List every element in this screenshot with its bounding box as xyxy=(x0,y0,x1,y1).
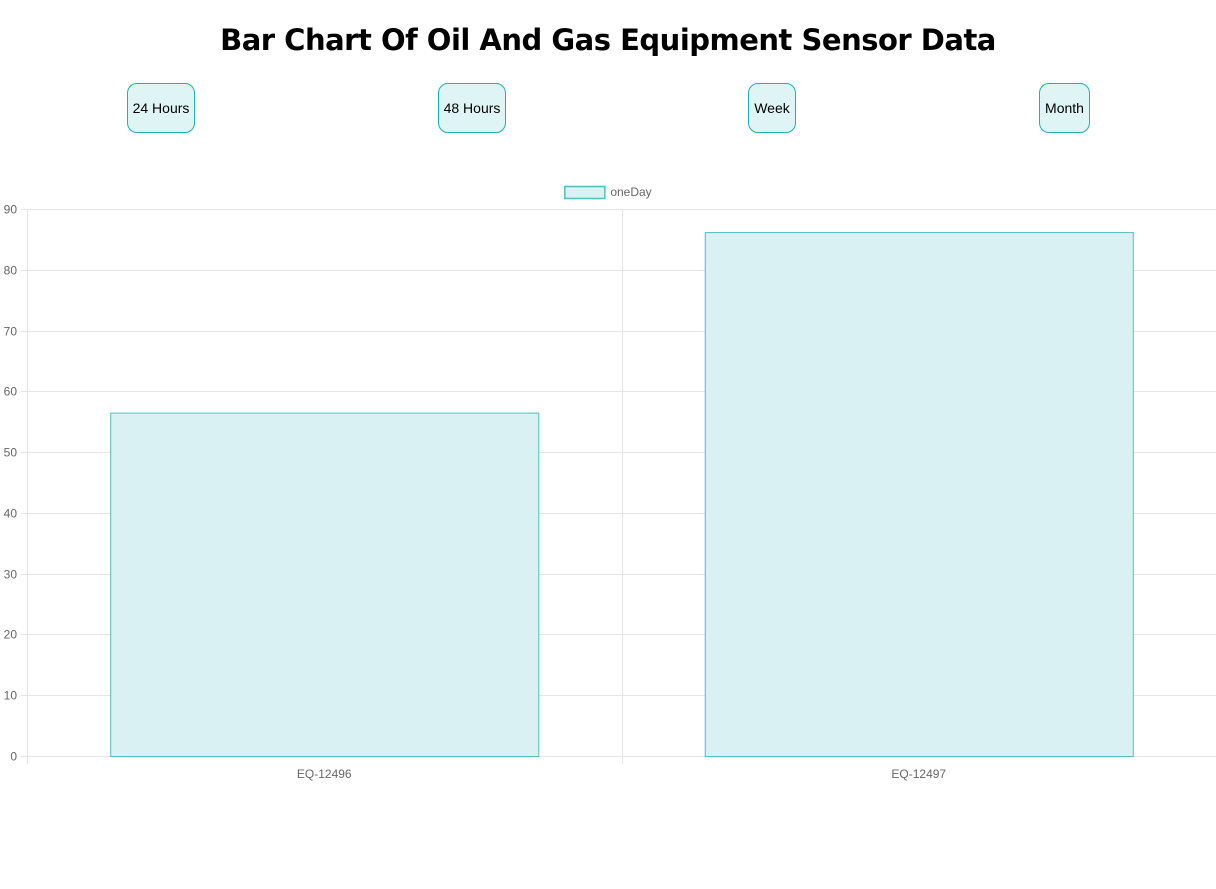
x-tick-label: EQ-12496 xyxy=(297,767,352,781)
page-title: Bar Chart Of Oil And Gas Equipment Senso… xyxy=(220,23,996,57)
bar-series xyxy=(110,232,1134,757)
bar-eq-12497[interactable] xyxy=(704,232,1134,757)
y-tick-label: 30 xyxy=(4,568,18,582)
y-tick-label: 90 xyxy=(4,203,18,217)
y-tick-label: 10 xyxy=(4,689,18,703)
legend[interactable]: oneDay xyxy=(564,185,652,200)
y-tick-label: 20 xyxy=(4,628,18,642)
range-month-button[interactable]: Month xyxy=(1039,83,1090,133)
x-tick-label: EQ-12497 xyxy=(891,767,946,781)
axes: 0 10 20 30 40 50 60 70 80 90 EQ-12496 EQ-12497 xyxy=(4,203,947,782)
y-tick-label: 0 xyxy=(10,750,17,764)
legend-swatch[interactable] xyxy=(564,185,606,200)
y-tick-label: 60 xyxy=(4,385,18,399)
range-24-hours-button[interactable]: 24 Hours xyxy=(127,83,195,133)
y-tick-label: 70 xyxy=(4,325,18,339)
bar-eq-12496[interactable] xyxy=(110,412,540,757)
y-tick-label: 40 xyxy=(4,507,18,521)
y-tick-label: 50 xyxy=(4,446,18,460)
legend-label[interactable]: oneDay xyxy=(610,185,651,199)
range-week-button[interactable]: Week xyxy=(748,83,796,133)
range-48-hours-button[interactable]: 48 Hours xyxy=(438,83,506,133)
y-tick-label: 80 xyxy=(4,264,18,278)
bar-chart: 0 10 20 30 40 50 60 70 80 90 EQ-12496 EQ-12497 oneD… xyxy=(4,185,1216,782)
